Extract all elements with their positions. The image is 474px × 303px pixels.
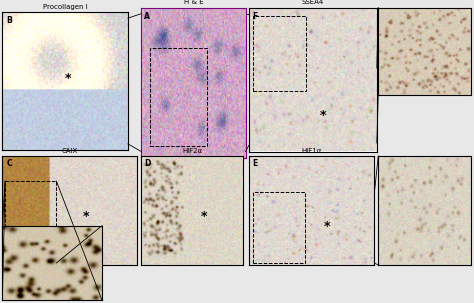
Text: *: * [64,72,71,85]
Text: *: * [323,221,330,233]
Text: HIF1α: HIF1α [301,148,322,154]
Text: E: E [253,159,258,168]
Bar [5,181,56,263]
Text: CAIX: CAIX [62,148,78,154]
Text: H & E: H & E [183,0,203,5]
Bar [253,16,306,91]
Text: HIF2α: HIF2α [182,148,202,154]
Text: Procollagen I: Procollagen I [43,4,88,10]
Text: SSEA4: SSEA4 [302,0,324,5]
Text: *: * [201,210,208,222]
Text: A: A [145,12,150,21]
Text: C: C [7,159,12,168]
Text: *: * [83,210,90,222]
Text: B: B [6,16,12,25]
Text: F: F [253,12,258,21]
Bar [150,48,207,145]
Text: *: * [320,109,326,122]
Text: D: D [144,159,151,168]
Bar [253,192,305,263]
